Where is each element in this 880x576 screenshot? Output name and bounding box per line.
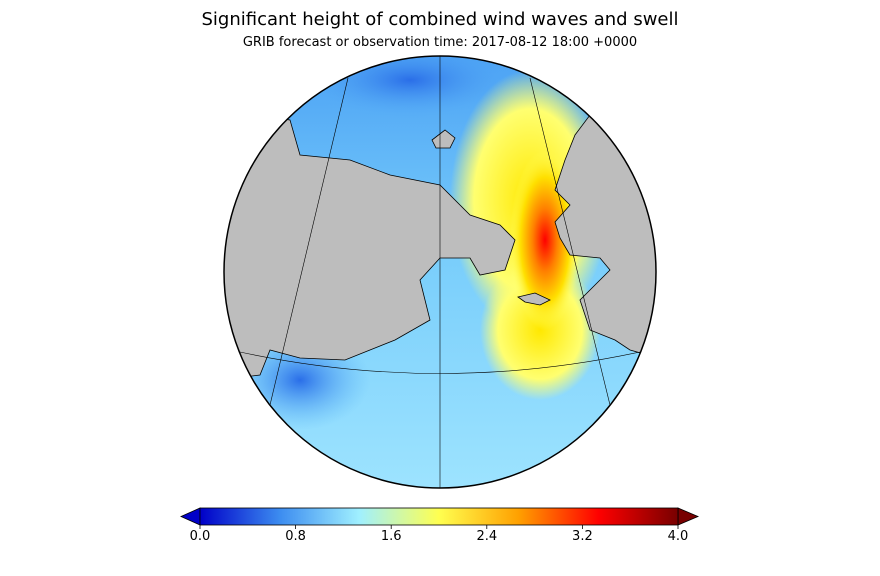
tick-label: 3.2 (572, 529, 593, 544)
map (224, 56, 656, 488)
tick-label: 2.4 (476, 529, 497, 544)
colorbar: 0.0 0.8 1.6 2.4 3.2 4.0 (180, 507, 700, 544)
map-border (223, 55, 657, 489)
tick-label: 4.0 (668, 529, 689, 544)
subtitle: GRIB forecast or observation time: 2017-… (243, 35, 637, 50)
tick-label: 0.0 (190, 529, 211, 544)
tick-label: 1.6 (381, 529, 402, 544)
title: Significant height of combined wind wave… (202, 9, 679, 30)
tick-label: 0.8 (285, 529, 306, 544)
